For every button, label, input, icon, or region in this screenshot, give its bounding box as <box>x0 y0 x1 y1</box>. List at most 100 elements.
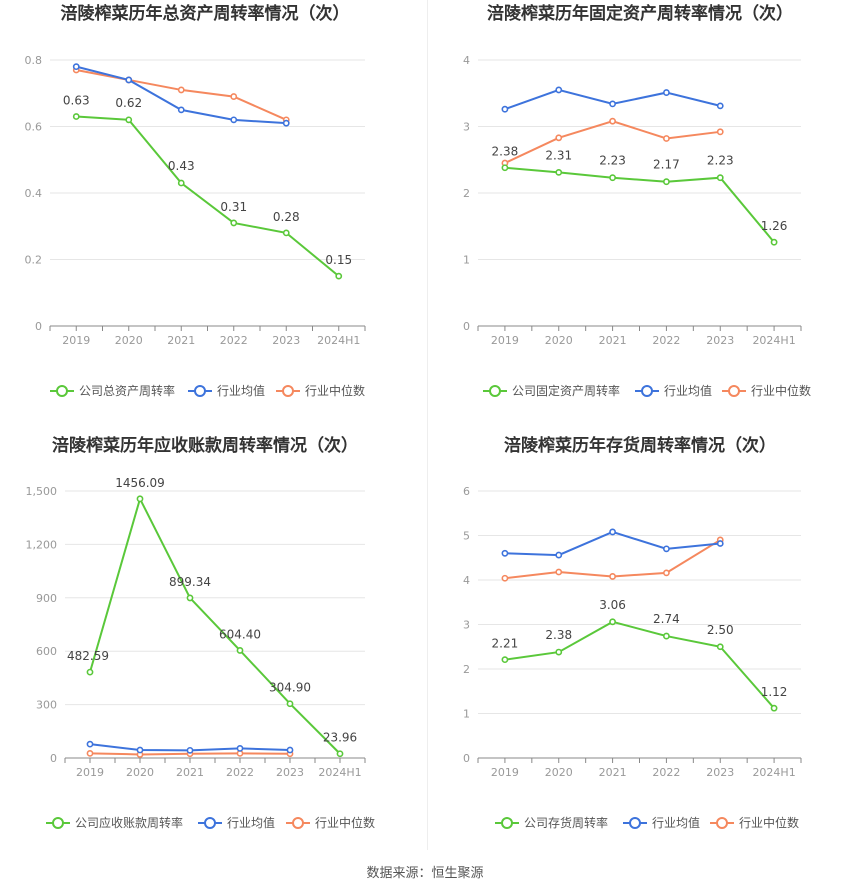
x-tick-label: 2022 <box>652 334 680 347</box>
legend-label: 公司固定资产周转率 <box>512 383 620 398</box>
y-tick-label: 3 <box>463 619 470 632</box>
x-tick-label: 2023 <box>706 334 734 347</box>
y-tick-label: 1 <box>463 254 470 267</box>
data-label: 899.34 <box>169 575 211 589</box>
data-point-company <box>501 656 509 664</box>
data-point-avg <box>282 119 290 127</box>
x-tick-label: 2019 <box>76 766 104 779</box>
legend-label: 行业中位数 <box>315 815 375 830</box>
data-point-median <box>555 568 563 576</box>
data-point-avg <box>286 746 294 754</box>
legend-marker <box>282 385 294 397</box>
chart-panel-2: 涪陵榨菜历年固定资产周转率情况（次） 0 1 2 3 4 2019 2020 2021 2022 2… <box>463 3 811 398</box>
data-label: 2.38 <box>492 145 519 159</box>
chart-title: 涪陵榨菜历年固定资产周转率情况（次） <box>487 3 793 24</box>
legend-item-avg: 行业均值 <box>635 383 712 398</box>
y-tick-label: 0 <box>463 320 470 333</box>
legend-marker <box>728 385 740 397</box>
legend-item-avg: 行业均值 <box>623 815 700 830</box>
data-point-company <box>282 229 290 237</box>
x-tick-label: 2021 <box>167 334 195 347</box>
legend-label: 行业均值 <box>217 383 265 398</box>
legend-marker <box>629 817 641 829</box>
legend-label: 行业均值 <box>664 383 712 398</box>
data-point-company <box>72 113 80 120</box>
data-point-median <box>609 573 616 580</box>
chart-title: 涪陵榨菜历年总资产周转率情况（次） <box>61 3 350 24</box>
legend-marker <box>204 817 216 829</box>
data-point-avg <box>716 102 724 110</box>
data-point-company <box>609 618 616 626</box>
chart-title: 涪陵榨菜历年存货周转率情况（次） <box>504 435 776 456</box>
data-source: 数据来源：恒生聚源 <box>366 866 484 881</box>
data-point-company <box>501 164 509 172</box>
data-label: 0.31 <box>220 200 247 214</box>
x-tick-label: 2022 <box>226 766 254 779</box>
data-point-company <box>177 179 185 187</box>
x-tick-label: 2021 <box>599 334 627 347</box>
data-point-avg <box>501 105 509 113</box>
legend-item-company: 公司总资产周转率 <box>50 383 175 398</box>
x-tick-label: 2022 <box>652 766 680 779</box>
y-tick-label: 0.2 <box>25 254 43 267</box>
series-line-median <box>504 539 721 580</box>
x-tick-label: 2020 <box>545 766 573 779</box>
data-point-avg <box>716 540 724 547</box>
data-label: 23.96 <box>323 731 357 745</box>
x-tick-label: 2024H1 <box>752 766 795 779</box>
x-tick-label: 2024H1 <box>752 334 795 347</box>
y-tick-label: 2 <box>463 187 470 200</box>
data-point-company <box>335 272 343 280</box>
data-point-median <box>230 93 238 100</box>
data-point-company <box>716 643 724 651</box>
data-label: 0.62 <box>115 96 142 110</box>
y-tick-label: 1,200 <box>26 538 58 551</box>
legend-label: 公司总资产周转率 <box>79 383 175 398</box>
legend-label: 行业中位数 <box>739 815 799 830</box>
x-tick-label: 2023 <box>276 766 304 779</box>
legend-marker <box>641 385 653 397</box>
data-point-avg <box>136 746 144 754</box>
legend-marker <box>716 817 728 829</box>
legend-item-median: 行业中位数 <box>276 383 365 398</box>
y-tick-label: 0.4 <box>25 187 43 200</box>
data-point-avg <box>609 528 616 536</box>
data-point-company <box>236 647 244 654</box>
data-point-company <box>230 219 238 227</box>
data-label: 2.74 <box>653 612 680 626</box>
legend-item-avg: 行业均值 <box>188 383 265 398</box>
legend-item-company: 公司存货周转率 <box>495 815 608 830</box>
y-tick-label: 0 <box>50 752 57 765</box>
data-label: 1456.09 <box>115 476 165 490</box>
data-label: 3.06 <box>599 598 626 612</box>
y-tick-label: 300 <box>36 699 57 712</box>
legend-label: 公司应收账款周转率 <box>75 815 183 830</box>
x-tick-label: 2020 <box>126 766 154 779</box>
legend-label: 行业中位数 <box>305 383 365 398</box>
data-point-avg <box>663 89 670 96</box>
y-tick-label: 6 <box>463 485 470 498</box>
data-label: 2.23 <box>599 154 626 168</box>
data-label: 1.12 <box>761 685 788 699</box>
x-tick-label: 2020 <box>115 334 143 347</box>
data-label: 0.43 <box>168 159 195 173</box>
x-tick-label: 2022 <box>220 334 248 347</box>
data-point-avg <box>230 116 238 124</box>
data-label: 1.26 <box>761 219 788 233</box>
data-point-company <box>770 704 778 712</box>
y-tick-label: 5 <box>463 530 470 543</box>
legend-label: 公司存货周转率 <box>524 815 608 830</box>
legend-label: 行业中位数 <box>751 383 811 398</box>
legend-item-company: 公司应收账款周转率 <box>46 815 183 830</box>
data-point-company <box>86 668 94 676</box>
data-label: 0.28 <box>273 210 300 224</box>
data-label: 2.17 <box>653 158 680 172</box>
legend-item-median: 行业中位数 <box>722 383 811 398</box>
x-tick-label: 2023 <box>706 766 734 779</box>
data-label: 482.59 <box>67 649 109 663</box>
y-tick-label: 600 <box>36 645 57 658</box>
data-label: 0.63 <box>63 94 90 108</box>
x-tick-label: 2024H1 <box>317 334 360 347</box>
y-tick-label: 0 <box>35 320 42 333</box>
series-line-company <box>504 166 775 243</box>
